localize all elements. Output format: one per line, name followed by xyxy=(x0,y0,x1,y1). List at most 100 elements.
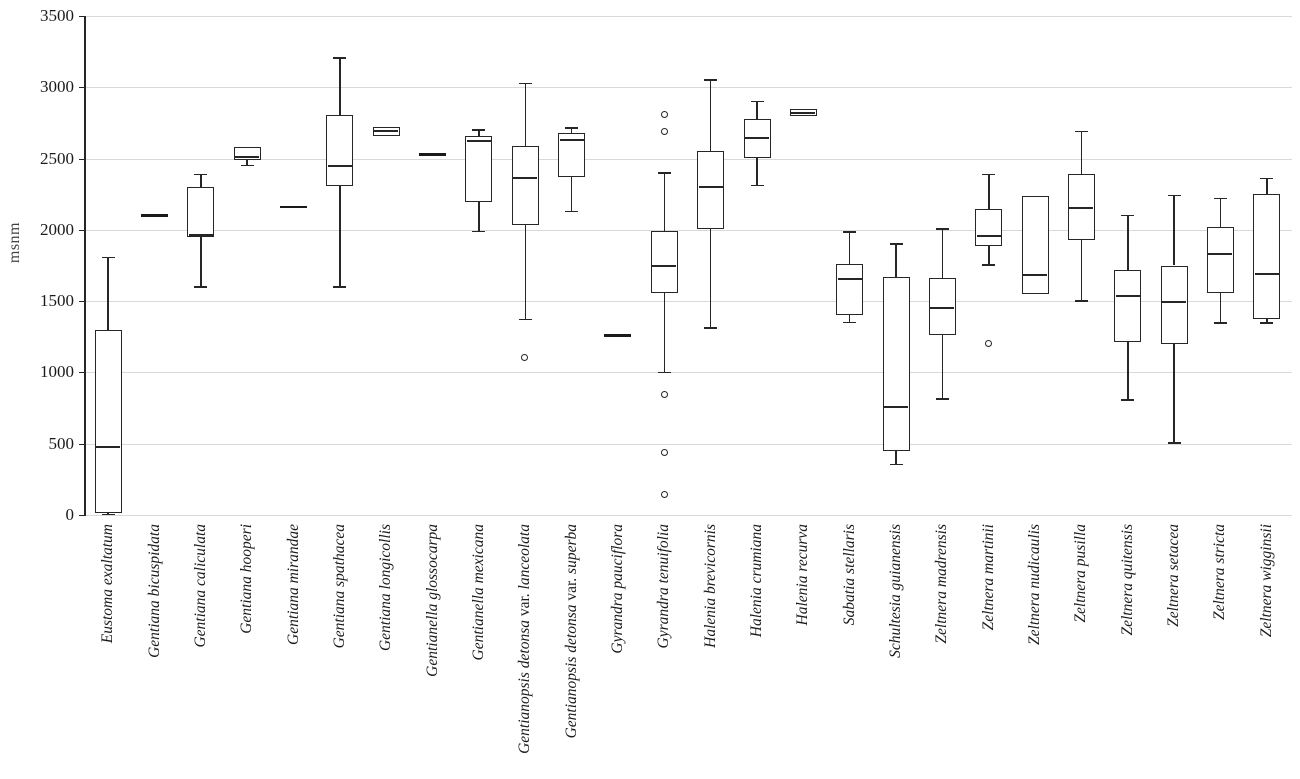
x-tick-label: Zeltnera nudicaulis xyxy=(1026,524,1044,645)
whisker-upper-line xyxy=(570,127,573,133)
whisker-lower-cap xyxy=(935,398,949,400)
boxplot-box xyxy=(836,264,864,316)
y-tick-label: 2500 xyxy=(40,148,74,168)
x-tick-label: Halenia brevicornis xyxy=(701,524,719,648)
y-axis-tick xyxy=(79,372,85,374)
boxplot-median xyxy=(745,136,770,139)
x-tick-label: Gyrandra pauciflora xyxy=(608,524,626,654)
boxplot-box xyxy=(697,151,725,230)
whisker-lower-line xyxy=(1127,342,1129,401)
boxplot-box xyxy=(1114,269,1142,343)
x-tick-label: Gentianella glossocarpa xyxy=(423,524,441,677)
boxplot-median xyxy=(1254,273,1279,276)
y-tick-label: 1500 xyxy=(40,291,74,311)
whisker-upper-cap xyxy=(657,172,671,174)
whisker-upper-line xyxy=(339,58,341,116)
whisker-lower-cap xyxy=(1260,322,1274,324)
whisker-upper-line xyxy=(200,174,202,188)
whisker-lower-line xyxy=(941,335,944,399)
x-tick-label: Zeltnera pusilla xyxy=(1072,524,1090,623)
whisker-upper-line xyxy=(1127,215,1129,270)
boxplot-box xyxy=(1067,174,1095,240)
x-tick-label: Sabatia stellaris xyxy=(840,524,858,626)
boxplot-box xyxy=(187,187,215,237)
single-value-line xyxy=(280,205,308,209)
boxplot-median xyxy=(976,235,1001,238)
whisker-upper-line xyxy=(1173,195,1175,266)
whisker-upper-cap xyxy=(750,100,764,103)
whisker-lower-cap xyxy=(333,286,347,288)
whisker-lower-cap xyxy=(1213,322,1227,324)
whisker-upper-cap xyxy=(889,243,903,245)
whisker-lower-cap xyxy=(565,210,579,213)
whisker-upper-cap xyxy=(704,79,718,81)
whisker-lower-line xyxy=(756,157,758,186)
whisker-upper-line xyxy=(107,257,109,330)
whisker-upper-cap xyxy=(518,82,532,85)
single-value-line xyxy=(419,153,447,156)
whisker-upper-cap xyxy=(194,173,208,175)
whisker-lower-line xyxy=(895,450,897,465)
outlier-point xyxy=(660,491,668,499)
whisker-upper-cap xyxy=(1074,130,1088,133)
x-tick-label: Zeltnera madrensis xyxy=(933,524,951,644)
y-tick-label: 3500 xyxy=(40,6,74,25)
whisker-lower-cap xyxy=(1167,442,1181,444)
whisker-lower-line xyxy=(478,202,480,232)
x-tick-label: Gentiana mirandae xyxy=(284,524,302,645)
whisker-upper-cap xyxy=(1213,197,1227,200)
x-tick-label: Zeltnera wigginsii xyxy=(1257,524,1275,638)
outlier-point xyxy=(521,354,529,362)
whisker-upper-line xyxy=(1080,131,1083,175)
y-tick-label: 1000 xyxy=(40,362,74,382)
boxplot-box xyxy=(928,278,956,336)
whisker-upper-cap xyxy=(565,127,579,129)
x-tick-label: Eustoma exaltatum xyxy=(99,524,117,644)
boxplot-median xyxy=(930,307,955,310)
y-axis-line xyxy=(84,16,86,516)
boxplot-median xyxy=(96,445,121,448)
whisker-lower-line xyxy=(200,236,202,287)
whisker-upper-line xyxy=(756,101,758,120)
x-tick-label: Gentiana hooperi xyxy=(238,524,256,634)
whisker-upper-line xyxy=(478,130,480,136)
x-tick-label: Gentianella mexicana xyxy=(469,524,487,661)
y-axis-tick xyxy=(79,515,85,516)
single-value-line xyxy=(141,214,169,217)
boxplot-median xyxy=(698,186,723,189)
whisker-lower-cap xyxy=(750,184,764,187)
x-tick-label: Gyrandra tenuifolia xyxy=(655,524,673,649)
y-axis-tick xyxy=(79,87,85,89)
whisker-lower-cap xyxy=(518,318,532,321)
x-tick-label: Zeltnera quitensis xyxy=(1118,524,1136,636)
whisker-lower-line xyxy=(246,159,248,166)
whisker-upper-cap xyxy=(1121,214,1135,217)
y-axis-tick xyxy=(79,443,85,445)
whisker-lower-line xyxy=(988,246,990,265)
whisker-upper-line xyxy=(663,172,666,232)
boxplot-median xyxy=(791,111,816,114)
gridline xyxy=(85,301,1292,303)
y-tick-label: 500 xyxy=(48,433,75,453)
boxplot-box xyxy=(650,231,678,294)
x-tick-label: Schultesia guianensis xyxy=(887,524,905,658)
gridline xyxy=(85,158,1292,160)
y-tick-label: 2000 xyxy=(40,219,74,239)
whisker-lower-line xyxy=(339,186,341,287)
boxplot-median xyxy=(1162,300,1187,303)
outlier-point xyxy=(660,127,668,135)
x-tick-label: Gentianopsis detonsa var. lanceolata xyxy=(516,524,534,754)
gridline xyxy=(85,16,1292,17)
x-tick-label: Halenia crumiana xyxy=(748,524,766,638)
y-axis-tick xyxy=(79,158,85,160)
whisker-lower-cap xyxy=(704,327,718,329)
outlier-point xyxy=(660,449,668,457)
whisker-upper-cap xyxy=(333,57,347,59)
whisker-lower-line xyxy=(1080,239,1083,302)
whisker-lower-cap xyxy=(472,230,486,233)
whisker-lower-line xyxy=(1266,318,1268,324)
whisker-upper-line xyxy=(848,231,851,265)
whisker-lower-cap xyxy=(101,513,115,516)
